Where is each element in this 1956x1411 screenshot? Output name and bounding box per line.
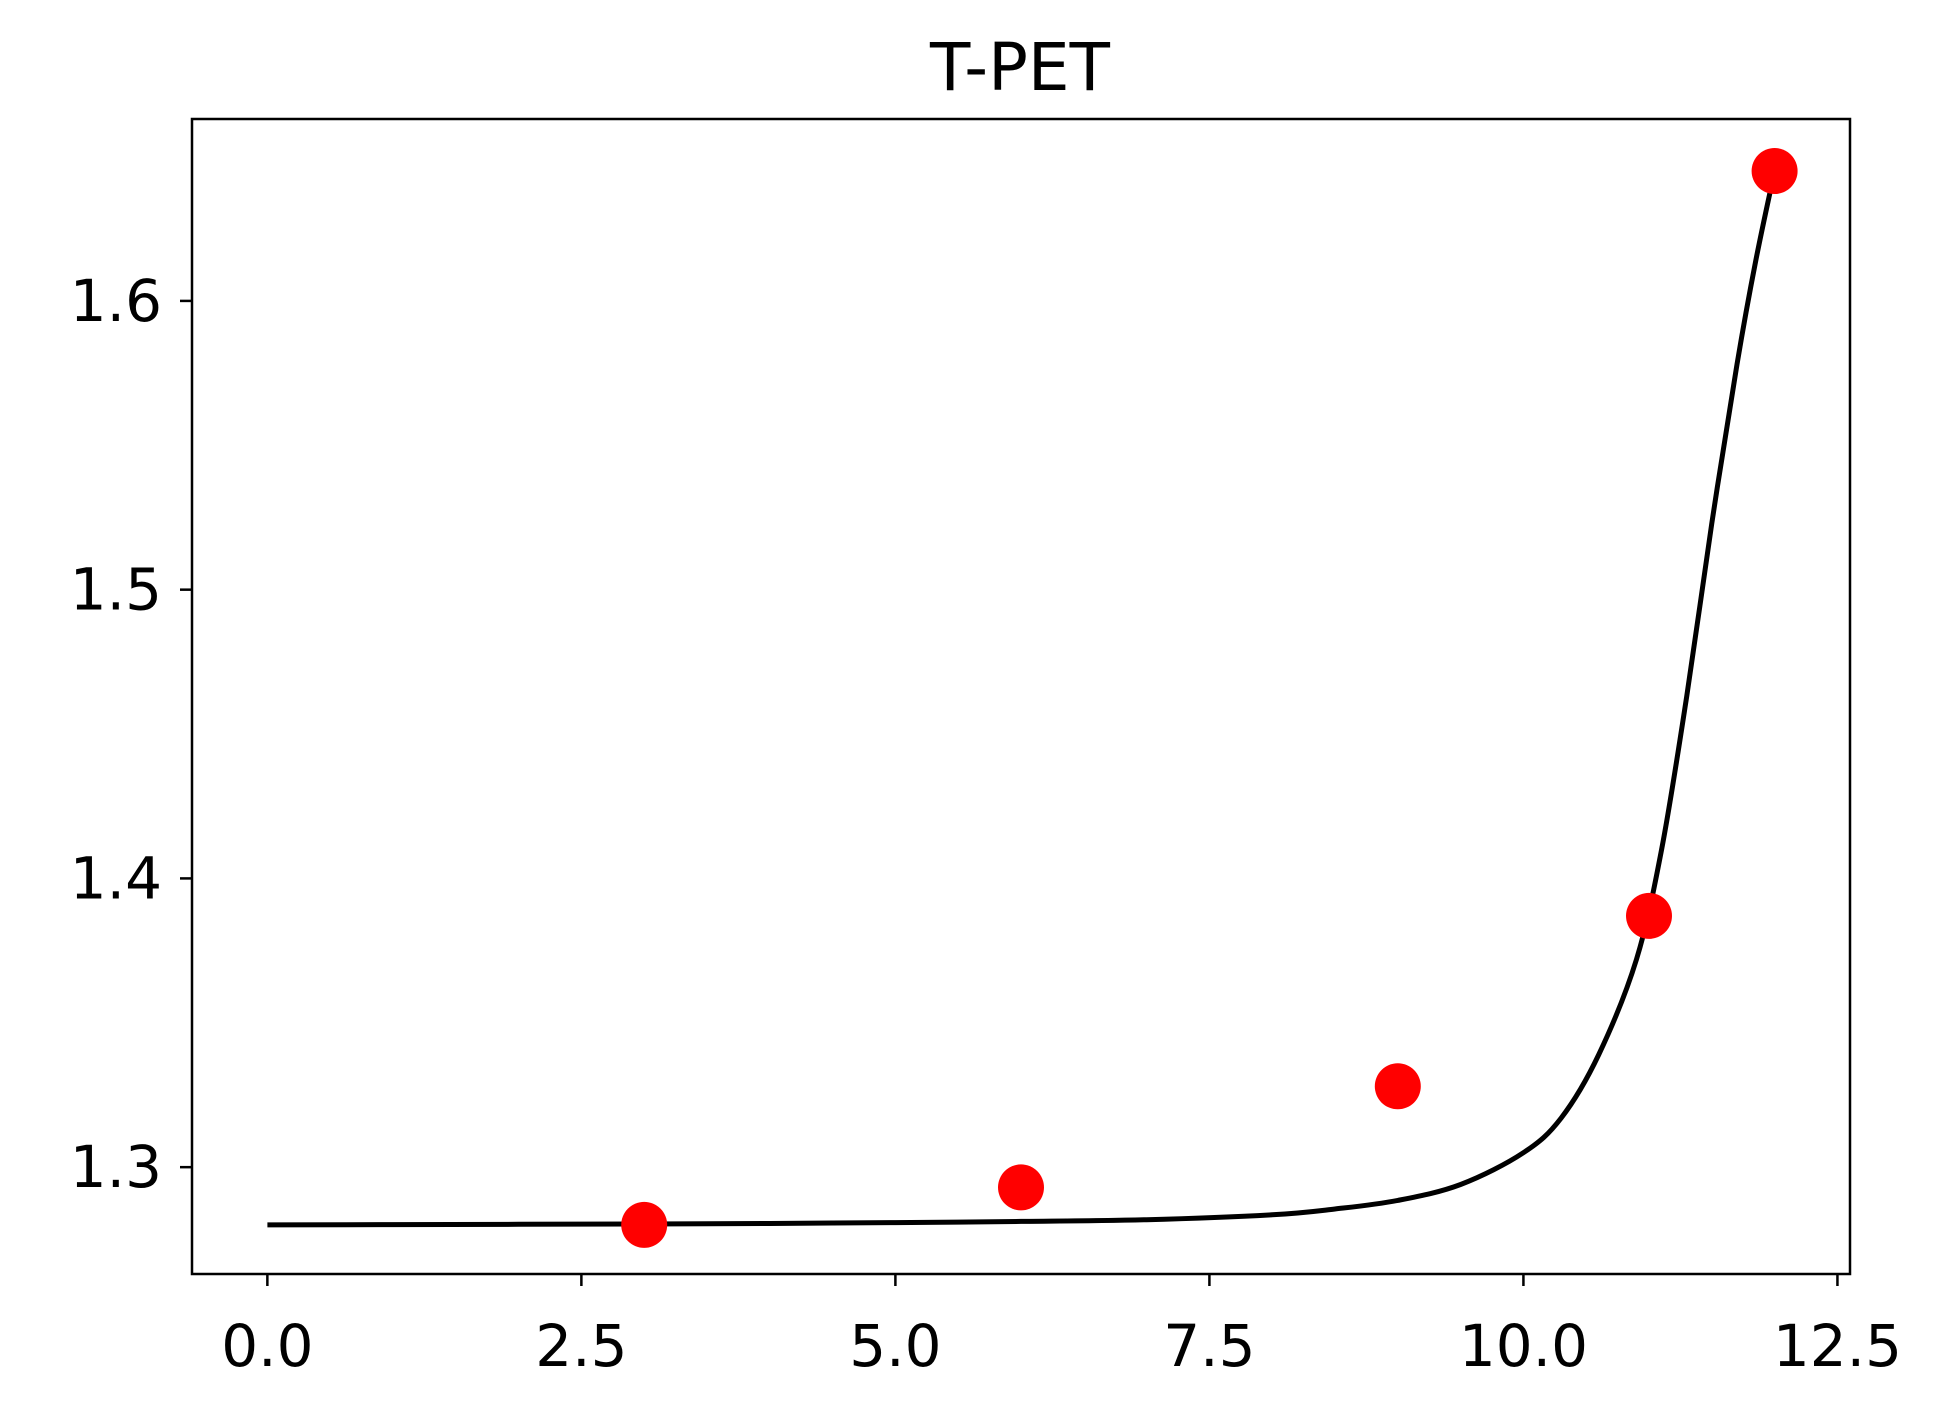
chart-title: T-PET	[929, 29, 1111, 106]
data-point	[998, 1164, 1044, 1211]
x-tick-label: 7.5	[1163, 1312, 1255, 1380]
plot-frame	[190, 117, 1852, 1276]
data-point	[1626, 892, 1672, 939]
x-tick-label: 2.5	[535, 1312, 627, 1380]
data-point	[621, 1201, 668, 1248]
y-tick-label: 1.4	[70, 844, 162, 912]
data-point	[1374, 1063, 1421, 1110]
x-tick-label: 0.0	[221, 1312, 313, 1380]
data-point	[1751, 148, 1798, 194]
x-tick-label: 10.0	[1459, 1312, 1588, 1380]
x-axis: 0.0 2.5 5.0 7.5 10.0 12.5	[221, 1274, 1902, 1380]
y-tick-label: 1.5	[70, 556, 162, 624]
y-tick-label: 1.6	[70, 267, 162, 335]
x-tick-label: 12.5	[1773, 1312, 1902, 1380]
x-tick-label: 5.0	[849, 1312, 941, 1380]
y-axis: 1.3 1.4 1.5 1.6	[70, 267, 192, 1201]
y-tick-label: 1.3	[70, 1133, 162, 1201]
fit-curve	[267, 170, 1778, 1228]
plot-content	[267, 148, 1798, 1248]
